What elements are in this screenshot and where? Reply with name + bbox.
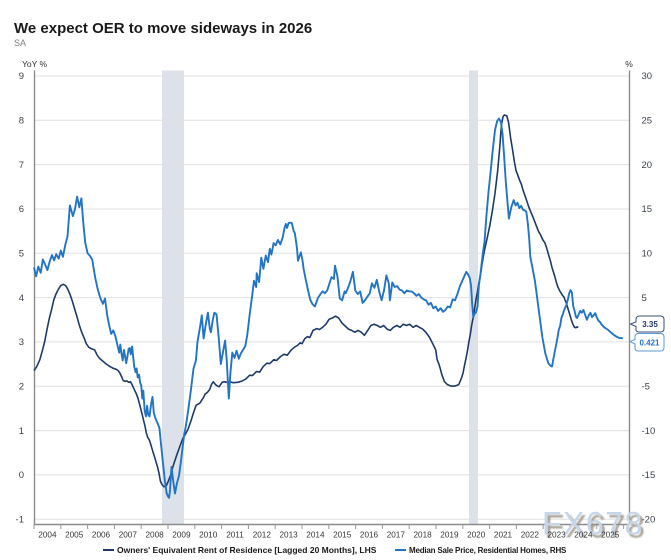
svg-text:30: 30	[642, 71, 653, 82]
svg-text:%: %	[625, 59, 633, 69]
svg-text:3.35: 3.35	[642, 320, 658, 329]
svg-text:2010: 2010	[199, 531, 218, 540]
svg-text:-20: -20	[642, 514, 656, 525]
svg-text:7: 7	[19, 160, 24, 171]
svg-text:2016: 2016	[360, 531, 379, 540]
svg-text:-5: -5	[642, 381, 650, 392]
svg-text:2005: 2005	[65, 531, 84, 540]
svg-text:SA: SA	[14, 38, 26, 48]
svg-text:We expect OER to move sideways: We expect OER to move sideways in 2026	[14, 20, 312, 37]
svg-text:2021: 2021	[494, 531, 513, 540]
svg-text:Owners' Equivalent Rent of Res: Owners' Equivalent Rent of Residence [La…	[117, 545, 377, 555]
svg-text:2022: 2022	[521, 531, 540, 540]
svg-text:2013: 2013	[279, 531, 298, 540]
svg-text:2009: 2009	[172, 531, 191, 540]
svg-text:2018: 2018	[413, 531, 432, 540]
svg-text:0: 0	[19, 470, 24, 481]
svg-text:2025: 2025	[601, 531, 620, 540]
svg-text:4: 4	[19, 293, 24, 304]
svg-text:5: 5	[642, 293, 647, 304]
svg-text:2006: 2006	[92, 531, 111, 540]
svg-text:10: 10	[642, 249, 653, 260]
svg-text:2011: 2011	[226, 531, 244, 540]
svg-text:2020: 2020	[467, 531, 486, 540]
svg-text:2017: 2017	[387, 531, 406, 540]
svg-text:9: 9	[19, 71, 24, 82]
svg-text:FX678: FX678	[545, 508, 647, 544]
svg-text:8: 8	[19, 116, 24, 127]
svg-text:25: 25	[642, 116, 653, 127]
svg-text:2012: 2012	[253, 531, 272, 540]
svg-text:15: 15	[642, 204, 653, 215]
svg-text:2015: 2015	[333, 531, 352, 540]
svg-text:Median Sale Price, Residential: Median Sale Price, Residential Homes, RH…	[409, 546, 567, 555]
svg-text:2: 2	[19, 381, 24, 392]
svg-text:2007: 2007	[119, 531, 138, 540]
svg-text:YoY %: YoY %	[22, 59, 47, 69]
svg-text:-1: -1	[16, 514, 24, 525]
svg-text:2023: 2023	[547, 531, 566, 540]
svg-text:5: 5	[19, 249, 24, 260]
svg-text:20: 20	[642, 160, 653, 171]
svg-text:1: 1	[19, 426, 24, 437]
svg-text:2008: 2008	[145, 531, 164, 540]
svg-text:2004: 2004	[38, 531, 57, 540]
svg-text:2019: 2019	[440, 531, 459, 540]
svg-text:2024: 2024	[574, 531, 593, 540]
svg-text:3: 3	[19, 337, 24, 348]
svg-text:2014: 2014	[306, 531, 325, 540]
svg-text:6: 6	[19, 204, 24, 215]
svg-text:-15: -15	[642, 470, 656, 481]
svg-text:FX678: FX678	[542, 506, 644, 542]
svg-text:0.421: 0.421	[639, 339, 660, 348]
svg-text:-10: -10	[642, 426, 656, 437]
